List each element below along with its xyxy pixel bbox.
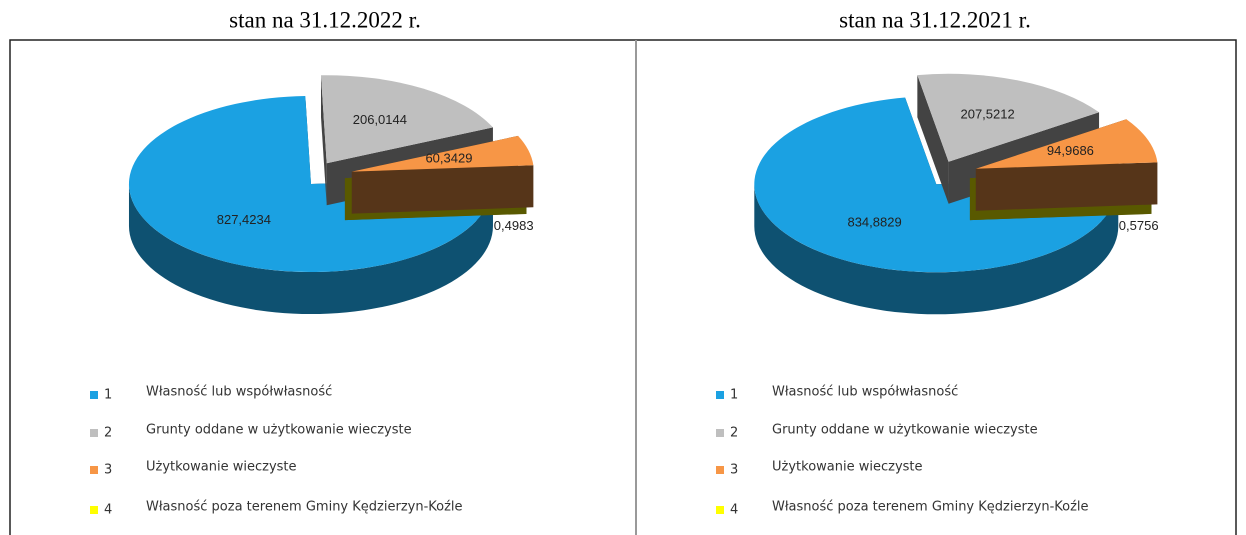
legend-swatch	[90, 466, 98, 474]
legend-label: Użytkowanie wieczyste	[772, 460, 923, 475]
legend-number: 2	[104, 426, 112, 441]
legend-number: 4	[730, 503, 738, 518]
slice	[128, 96, 493, 273]
data-label: 827,4234	[217, 212, 271, 227]
legend-number: 3	[104, 463, 112, 478]
legend-swatch	[90, 429, 98, 437]
legend-swatch	[90, 506, 98, 514]
legend-number: 2	[730, 426, 738, 441]
data-label: 94,9686	[1047, 143, 1094, 158]
data-label: 60,3429	[425, 150, 472, 165]
slice	[917, 73, 1100, 162]
legend-label: Użytkowanie wieczyste	[146, 460, 297, 475]
legend-label: Grunty oddane w użytkowanie wieczyste	[772, 423, 1038, 438]
legend-number: 3	[730, 463, 738, 478]
legend-label: Własność lub współwłasność	[146, 385, 332, 400]
data-label: 206,0144	[353, 112, 407, 127]
slice	[321, 75, 493, 164]
legend-label: Grunty oddane w użytkowanie wieczyste	[146, 423, 412, 438]
legend-number: 1	[730, 388, 738, 403]
slice	[975, 119, 1158, 169]
legend-number: 1	[104, 388, 112, 403]
data-label: 834,8829	[847, 214, 901, 229]
legend-label: Własność poza terenem Gminy Kędzierzyn-K…	[772, 500, 1089, 515]
slice	[351, 135, 534, 172]
slice-side	[128, 184, 493, 315]
legend-swatch	[716, 466, 724, 474]
slice-wall	[351, 165, 534, 214]
slice	[754, 97, 1119, 273]
legend-swatch	[716, 391, 724, 399]
data-label: 0,5756	[1119, 218, 1159, 233]
data-label: 207,5212	[960, 107, 1014, 122]
slice-wall	[975, 162, 1158, 211]
legend-swatch	[716, 506, 724, 514]
legend-number: 4	[104, 503, 112, 518]
slice-wall	[321, 75, 327, 206]
legend-label: Własność poza terenem Gminy Kędzierzyn-K…	[146, 500, 463, 515]
legend-swatch	[716, 429, 724, 437]
legend-label: Własność lub współwłasność	[772, 385, 958, 400]
legend-swatch	[90, 391, 98, 399]
data-label: 0,4983	[494, 218, 534, 233]
chart-title: stan na 31.12.2021 r.	[839, 7, 1031, 32]
slice-side	[754, 184, 1119, 315]
chart-title: stan na 31.12.2022 r.	[229, 7, 421, 32]
slice-wall	[917, 75, 949, 204]
